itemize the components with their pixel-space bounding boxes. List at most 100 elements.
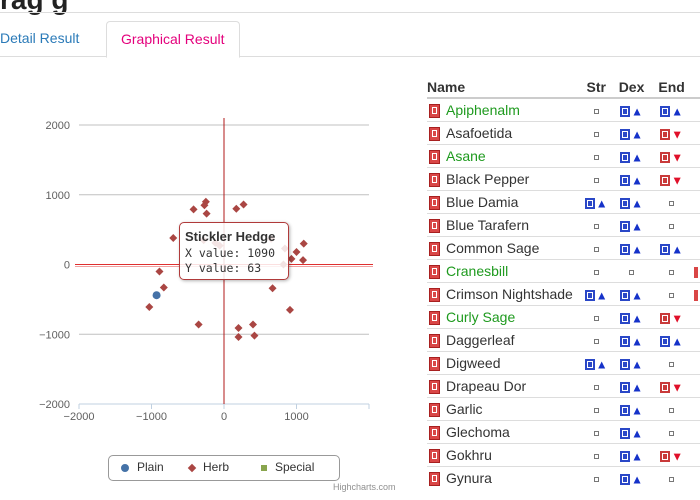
str-cell	[578, 305, 614, 329]
table-row[interactable]: Glechoma ▲	[427, 420, 700, 444]
table-row[interactable]: Digweed ▲ ▲	[427, 351, 700, 375]
neutral-dot-icon	[593, 315, 599, 321]
herb-point	[169, 233, 178, 242]
neutral-dot-icon	[669, 361, 675, 367]
herb-name[interactable]: Gokhru	[446, 446, 492, 463]
highcharts-credit[interactable]: Highcharts.com	[333, 482, 396, 492]
clipped-icon	[694, 266, 699, 278]
str-cell	[578, 97, 614, 122]
herb-potion-icon	[429, 219, 440, 234]
chart-legend: Plain Herb Special	[108, 455, 340, 481]
overflow-cell	[694, 443, 700, 467]
table-row[interactable]: Blue Damia ▲ ▲	[427, 190, 700, 214]
x-tick-label: −2000	[64, 411, 95, 423]
table-row[interactable]: Cranesbill	[427, 259, 700, 283]
herb-name[interactable]: Garlic	[446, 400, 483, 417]
herb-point	[234, 333, 243, 342]
end-cell: ▲	[649, 97, 695, 122]
up-arrow-icon: ▲	[631, 403, 643, 418]
dex-icon	[620, 174, 631, 186]
herb-name[interactable]: Digweed	[446, 354, 501, 371]
str-cell	[578, 144, 614, 168]
str-icon	[584, 358, 595, 370]
herb-name[interactable]: Glechoma	[446, 423, 510, 440]
table-row[interactable]: Gokhru ▲ ▼	[427, 443, 700, 467]
table-row[interactable]: Crimson Nightshade ▲ ▲	[427, 282, 700, 306]
table-row[interactable]: Daggerleaf ▲ ▲	[427, 328, 700, 352]
herb-name[interactable]: Cranesbill	[446, 262, 509, 279]
herb-potion-icon	[429, 334, 440, 349]
herb-name[interactable]: Drapeau Dor	[446, 377, 527, 394]
str-cell	[578, 167, 614, 191]
herb-name[interactable]: Blue Tarafern	[446, 216, 530, 233]
herb-name[interactable]: Crimson Nightshade	[446, 285, 573, 302]
neutral-dot-icon	[593, 108, 599, 114]
end-cell	[649, 466, 695, 489]
overflow-cell	[694, 213, 700, 237]
y-tick-label: −2000	[39, 399, 70, 411]
x-tick-label: 1000	[284, 411, 308, 423]
neutral-dot-icon	[593, 384, 599, 390]
herb-name[interactable]: Curly Sage	[446, 308, 516, 325]
up-arrow-icon: ▲	[595, 357, 608, 372]
table-row[interactable]: Common Sage ▲ ▲	[427, 236, 700, 260]
up-arrow-icon: ▲	[631, 196, 643, 211]
dex-icon	[620, 358, 631, 370]
str-cell	[578, 420, 614, 444]
legend-item-special[interactable]: Special	[261, 460, 314, 474]
herb-potion-icon	[429, 472, 440, 487]
herb-name[interactable]: Black Pepper	[446, 170, 530, 187]
dex-icon	[620, 220, 631, 232]
table-row[interactable]: Apiphenalm ▲ ▲	[427, 97, 700, 122]
dex-cell: ▲	[613, 282, 650, 306]
herb-name[interactable]: Daggerleaf	[446, 331, 515, 348]
herb-potion-icon	[429, 311, 440, 326]
legend-item-plain[interactable]: Plain	[121, 460, 164, 474]
table-row[interactable]: Curly Sage ▲ ▼	[427, 305, 700, 329]
dex-cell: ▲	[613, 351, 650, 375]
plain-point	[152, 291, 161, 300]
herb-name[interactable]: Gynura	[446, 469, 492, 486]
column-header-str[interactable]: Str	[578, 76, 614, 99]
end-icon	[660, 151, 671, 163]
column-header-dex[interactable]: Dex	[613, 76, 650, 99]
table-row[interactable]: Drapeau Dor ▲ ▼	[427, 374, 700, 398]
herb-name[interactable]: Common Sage	[446, 239, 540, 256]
end-icon	[660, 335, 671, 347]
herb-name[interactable]: Asafoetida	[446, 124, 513, 141]
herb-name[interactable]: Blue Damia	[446, 193, 519, 210]
up-arrow-icon: ▲	[631, 357, 643, 372]
neutral-dot-icon	[629, 269, 635, 275]
up-arrow-icon: ▲	[631, 104, 643, 119]
dex-cell: ▲	[613, 466, 650, 489]
down-arrow-icon: ▼	[671, 380, 684, 395]
dex-icon	[620, 450, 631, 462]
str-cell: ▲	[578, 351, 614, 375]
herb-name[interactable]: Apiphenalm	[446, 101, 520, 118]
herb-potion-icon	[429, 426, 440, 441]
up-arrow-icon: ▲	[671, 242, 684, 257]
herb-point	[239, 200, 248, 209]
table-row[interactable]: Asane ▲ ▼	[427, 144, 700, 168]
neutral-dot-icon	[669, 430, 675, 436]
dex-icon	[620, 128, 631, 140]
table-row[interactable]: Asafoetida ▲ ▼	[427, 121, 700, 145]
overflow-cell	[694, 466, 700, 489]
tooltip-x-value: X value: 1090	[185, 246, 276, 260]
legend-item-herb[interactable]: Herb	[187, 460, 229, 474]
herb-potion-icon	[429, 380, 440, 395]
legend-label-plain: Plain	[137, 460, 164, 474]
tab-graphical-result[interactable]: Graphical Result	[106, 21, 240, 58]
table-row[interactable]: Black Pepper ▲ ▼	[427, 167, 700, 191]
herb-name[interactable]: Asane	[446, 147, 486, 164]
neutral-dot-icon	[593, 223, 599, 229]
table-row[interactable]: Gynura ▲	[427, 466, 700, 489]
column-header-name[interactable]: Name	[427, 76, 579, 99]
table-row[interactable]: Garlic ▲	[427, 397, 700, 421]
herb-table: Name Str Dex End Apiphenalm ▲ ▲ Asafoetida ▲…	[427, 76, 700, 489]
tab-detail-result[interactable]: Detail Result	[0, 30, 80, 46]
str-cell: ▲	[578, 282, 614, 306]
column-header-end[interactable]: End	[649, 76, 695, 99]
end-cell: ▼	[649, 167, 695, 191]
table-row[interactable]: Blue Tarafern ▲	[427, 213, 700, 237]
